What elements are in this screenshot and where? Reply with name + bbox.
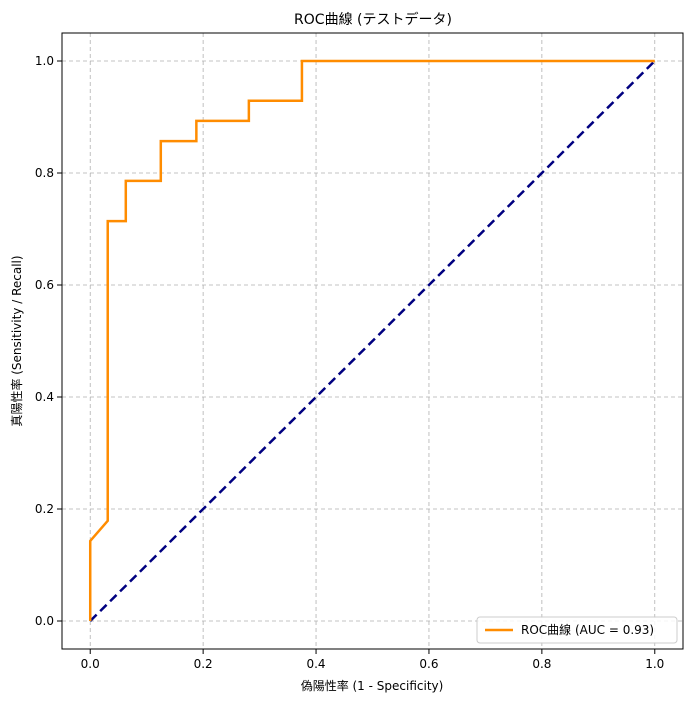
- x-tick-label: 0.6: [419, 657, 438, 671]
- plot-frame: [61, 32, 684, 650]
- x-tick-label: 0.0: [81, 657, 100, 671]
- x-tick-label: 0.4: [306, 657, 325, 671]
- y-tick-label: 1.0: [35, 54, 54, 68]
- chart-title: ROC曲線 (テストデータ): [294, 11, 452, 28]
- legend-label: ROC曲線 (AUC = 0.93): [521, 622, 654, 637]
- y-tick-label: 0.0: [35, 614, 54, 628]
- legend: ROC曲線 (AUC = 0.93): [476, 616, 678, 644]
- plot-lines: [88, 59, 656, 622]
- x-tick-label: 0.2: [194, 657, 213, 671]
- y-tick-label: 0.6: [35, 278, 54, 292]
- y-axis-ticks: 0.0 0.2 0.4 0.6 0.8 1.0: [35, 54, 62, 628]
- x-tick-label: 1.0: [645, 657, 664, 671]
- y-tick-label: 0.4: [35, 390, 54, 404]
- y-tick-label: 0.2: [35, 502, 54, 516]
- roc-curve-line: [88, 59, 655, 621]
- y-tick-label: 0.8: [35, 166, 54, 180]
- x-axis-label: 偽陽性率 (1 - Specificity): [301, 678, 444, 693]
- random-baseline-line: [89, 60, 656, 622]
- x-tick-label: 0.8: [532, 657, 551, 671]
- x-axis-ticks: 0.0 0.2 0.4 0.6 0.8 1.0: [81, 649, 664, 671]
- y-axis-label: 真陽性率 (Sensitivity / Recall): [9, 255, 24, 426]
- legend-box: [476, 616, 678, 644]
